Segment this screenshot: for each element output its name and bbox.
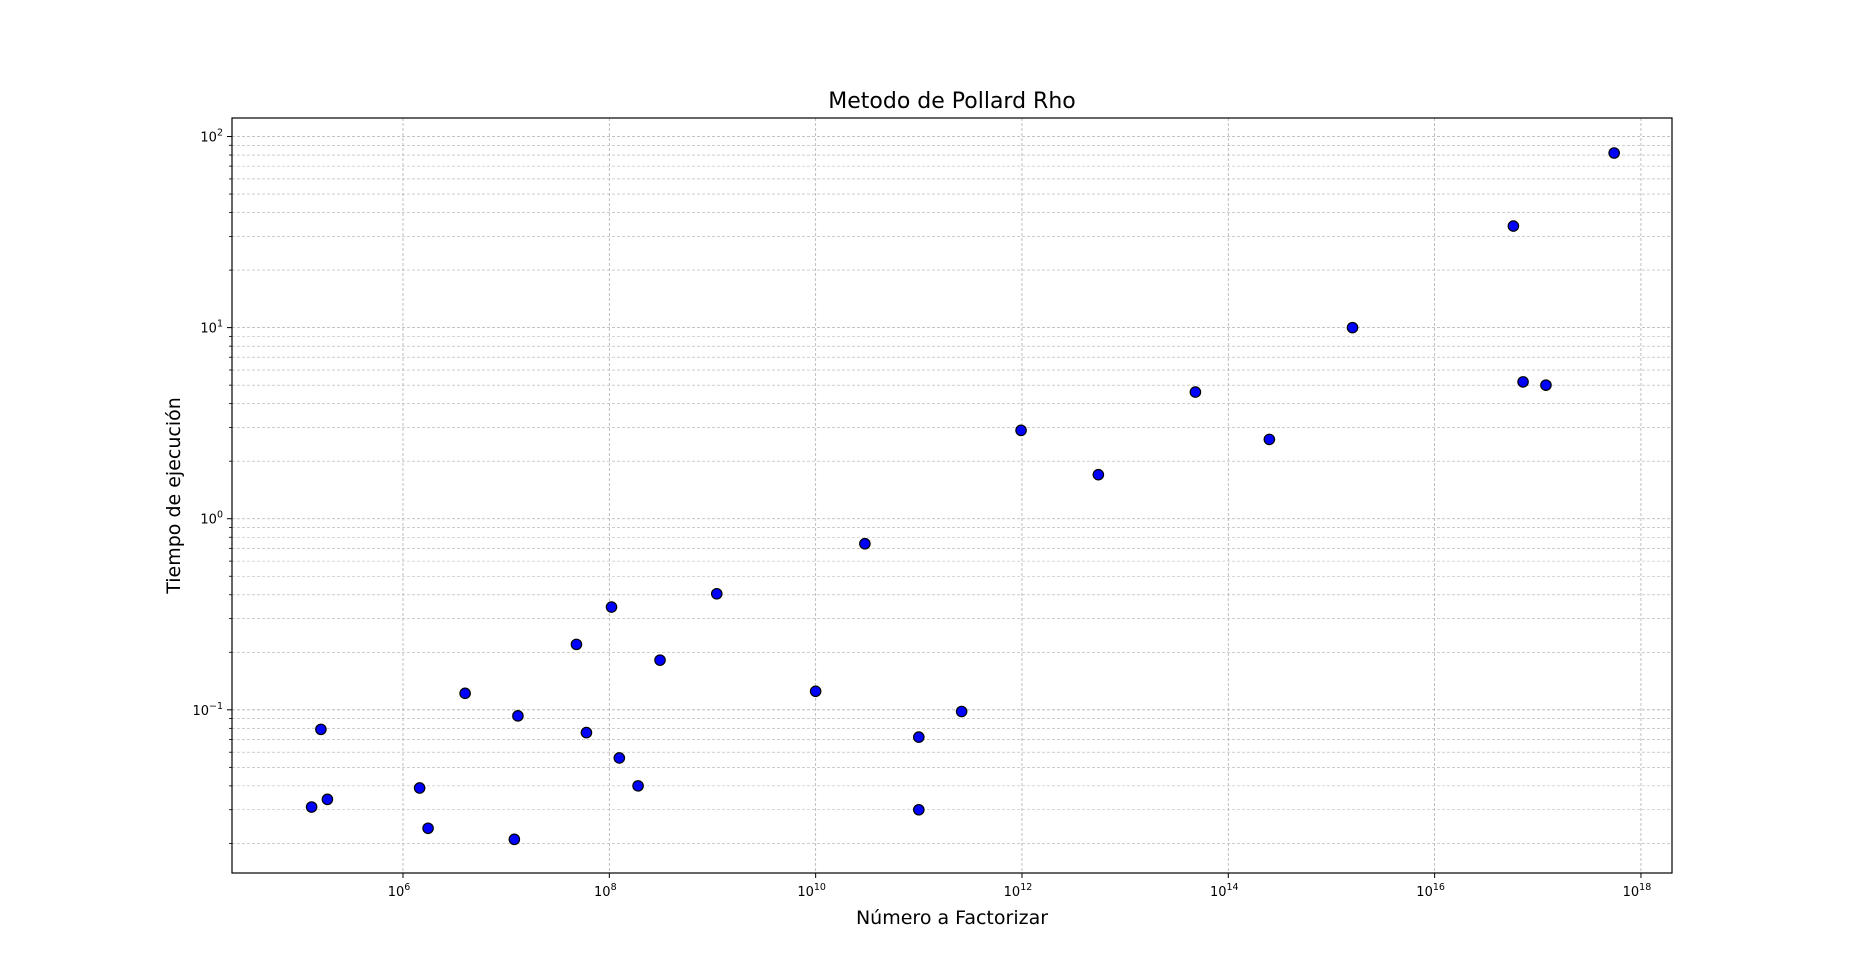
chart-title: Metodo de Pollard Rho bbox=[828, 89, 1075, 114]
data-point bbox=[508, 833, 521, 846]
x-tick-label: 1010 bbox=[797, 882, 826, 900]
x-axis-ticks: 106 108 1010 1012 1014 1016 1018 bbox=[388, 873, 1652, 900]
data-point bbox=[512, 710, 524, 722]
data-point bbox=[710, 587, 723, 600]
data-point bbox=[913, 731, 925, 743]
x-tick-label: 108 bbox=[594, 882, 617, 900]
data-point bbox=[654, 654, 666, 666]
data-point bbox=[605, 601, 618, 613]
data-point bbox=[913, 803, 925, 816]
data-point bbox=[315, 723, 327, 736]
data-point bbox=[413, 782, 426, 794]
data-point bbox=[1092, 468, 1105, 481]
data-point bbox=[613, 752, 626, 764]
data-point bbox=[1346, 321, 1359, 334]
y-axis-ticks: 10−1 100 101 102 bbox=[192, 128, 232, 844]
data-point bbox=[1015, 424, 1027, 437]
y-tick-label: 101 bbox=[200, 319, 223, 337]
x-tick-label: 106 bbox=[388, 882, 411, 900]
major-gridlines bbox=[232, 118, 1672, 873]
x-tick-label: 1016 bbox=[1416, 882, 1445, 900]
data-point bbox=[859, 537, 871, 550]
plot-frame bbox=[231, 117, 1673, 874]
y-axis-title: Tiempo de ejecución bbox=[163, 397, 185, 595]
data-point bbox=[809, 685, 822, 698]
data-point bbox=[321, 793, 334, 806]
data-point bbox=[955, 705, 968, 718]
y-tick-label: 10−1 bbox=[192, 701, 223, 719]
data-point bbox=[632, 780, 644, 792]
data-point bbox=[1507, 220, 1520, 232]
x-tick-label: 1018 bbox=[1623, 882, 1652, 900]
minor-gridlines bbox=[232, 144, 1672, 844]
x-tick-label: 1014 bbox=[1210, 882, 1239, 900]
data-point bbox=[570, 638, 583, 651]
data-point bbox=[580, 726, 593, 739]
data-point bbox=[1189, 386, 1202, 398]
x-axis-title: Número a Factorizar bbox=[856, 907, 1048, 929]
data-point bbox=[305, 801, 318, 813]
data-point bbox=[459, 687, 471, 700]
y-tick-label: 102 bbox=[200, 128, 223, 146]
data-point bbox=[422, 822, 434, 835]
x-tick-label: 1012 bbox=[1004, 882, 1033, 900]
data-point bbox=[1263, 433, 1276, 446]
data-points bbox=[305, 147, 1620, 846]
data-point bbox=[1517, 376, 1529, 388]
y-tick-label: 100 bbox=[200, 510, 223, 528]
data-point bbox=[1608, 147, 1620, 159]
data-point bbox=[1540, 379, 1552, 391]
